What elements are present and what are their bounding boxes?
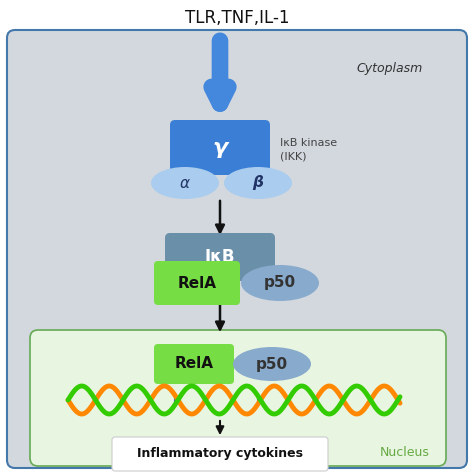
Ellipse shape <box>241 265 319 301</box>
Text: p50: p50 <box>256 356 288 372</box>
FancyBboxPatch shape <box>170 120 270 175</box>
Text: RelA: RelA <box>174 356 213 372</box>
Ellipse shape <box>233 347 311 381</box>
Ellipse shape <box>151 167 219 199</box>
FancyBboxPatch shape <box>154 344 234 384</box>
FancyBboxPatch shape <box>154 261 240 305</box>
Text: IκB: IκB <box>205 248 235 266</box>
FancyBboxPatch shape <box>112 437 328 471</box>
FancyBboxPatch shape <box>165 233 275 281</box>
Text: α: α <box>180 175 190 191</box>
Text: γ: γ <box>212 137 228 157</box>
Text: p50: p50 <box>264 275 296 291</box>
Text: RelA: RelA <box>177 275 217 291</box>
Ellipse shape <box>224 167 292 199</box>
FancyBboxPatch shape <box>30 330 446 466</box>
Text: Inflammatory cytokines: Inflammatory cytokines <box>137 447 303 461</box>
Text: β: β <box>253 175 264 191</box>
Text: Nucleus: Nucleus <box>380 446 430 458</box>
Text: Cytoplasm: Cytoplasm <box>357 62 423 74</box>
Text: TLR,TNF,IL-1: TLR,TNF,IL-1 <box>185 9 289 27</box>
Text: IκB kinase
(IKK): IκB kinase (IKK) <box>280 138 337 162</box>
FancyBboxPatch shape <box>7 30 467 468</box>
